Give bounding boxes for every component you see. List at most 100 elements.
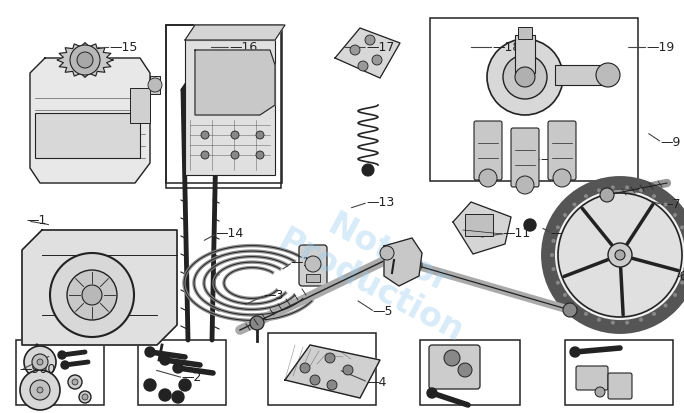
Bar xyxy=(465,214,493,236)
FancyBboxPatch shape xyxy=(576,366,608,390)
Circle shape xyxy=(503,55,547,99)
Bar xyxy=(130,88,150,123)
Circle shape xyxy=(201,131,209,139)
Circle shape xyxy=(256,131,264,139)
Bar xyxy=(518,27,532,39)
Bar xyxy=(138,340,226,405)
Circle shape xyxy=(600,188,614,202)
Circle shape xyxy=(70,45,100,75)
Circle shape xyxy=(573,202,577,206)
Circle shape xyxy=(573,304,577,308)
Circle shape xyxy=(37,387,43,393)
Text: —4: —4 xyxy=(366,375,386,389)
Circle shape xyxy=(680,281,684,285)
FancyBboxPatch shape xyxy=(299,245,327,286)
Text: —1: —1 xyxy=(26,214,47,228)
Circle shape xyxy=(524,219,536,231)
Text: —11: —11 xyxy=(503,227,531,240)
Polygon shape xyxy=(453,202,511,254)
Circle shape xyxy=(584,194,588,198)
Text: —12: —12 xyxy=(291,256,319,269)
Text: —6: —6 xyxy=(667,270,684,283)
Circle shape xyxy=(558,193,682,317)
FancyBboxPatch shape xyxy=(548,121,576,180)
Bar xyxy=(515,35,535,73)
Circle shape xyxy=(72,379,78,385)
Polygon shape xyxy=(195,50,275,115)
Circle shape xyxy=(673,293,677,297)
Circle shape xyxy=(639,318,643,322)
Circle shape xyxy=(24,346,56,378)
Text: —14: —14 xyxy=(215,227,244,240)
Circle shape xyxy=(584,312,588,316)
FancyBboxPatch shape xyxy=(511,128,539,187)
Circle shape xyxy=(231,131,239,139)
Circle shape xyxy=(256,151,264,159)
Circle shape xyxy=(479,169,497,187)
Circle shape xyxy=(663,304,668,308)
Circle shape xyxy=(487,39,563,115)
Circle shape xyxy=(325,353,335,363)
Text: —7: —7 xyxy=(660,198,681,211)
Circle shape xyxy=(380,246,394,260)
Polygon shape xyxy=(185,25,285,40)
Circle shape xyxy=(556,281,560,285)
Text: —5: —5 xyxy=(373,305,393,318)
Text: —15: —15 xyxy=(109,41,137,54)
Circle shape xyxy=(305,256,321,272)
Circle shape xyxy=(663,202,668,206)
Bar xyxy=(420,340,520,405)
Bar xyxy=(565,340,673,405)
Circle shape xyxy=(148,78,162,92)
Bar xyxy=(35,113,140,158)
Bar xyxy=(16,340,104,405)
Bar xyxy=(430,18,638,181)
Bar xyxy=(166,25,282,183)
Circle shape xyxy=(611,320,615,325)
Circle shape xyxy=(67,270,117,320)
Polygon shape xyxy=(384,238,422,286)
Circle shape xyxy=(570,347,580,357)
Text: —3: —3 xyxy=(263,289,284,302)
Circle shape xyxy=(30,380,50,400)
Circle shape xyxy=(652,312,656,316)
Circle shape xyxy=(639,188,643,192)
Text: —19: —19 xyxy=(646,41,674,54)
Bar xyxy=(166,25,281,188)
Circle shape xyxy=(68,375,82,389)
Circle shape xyxy=(32,354,48,370)
Circle shape xyxy=(680,225,684,229)
Circle shape xyxy=(625,320,629,325)
Circle shape xyxy=(82,285,102,305)
Bar xyxy=(185,40,275,175)
FancyBboxPatch shape xyxy=(474,121,502,180)
Circle shape xyxy=(408,258,422,272)
Text: —9: —9 xyxy=(660,136,681,149)
Circle shape xyxy=(172,391,184,403)
Circle shape xyxy=(61,361,69,369)
Text: —8: —8 xyxy=(551,227,571,240)
Circle shape xyxy=(358,61,368,71)
Circle shape xyxy=(310,375,320,385)
Circle shape xyxy=(563,303,577,317)
Circle shape xyxy=(556,225,560,229)
Circle shape xyxy=(250,316,264,330)
Circle shape xyxy=(553,169,571,187)
Circle shape xyxy=(372,55,382,65)
Circle shape xyxy=(551,239,555,243)
Circle shape xyxy=(58,351,66,359)
Text: —17: —17 xyxy=(366,41,394,54)
Text: —10: —10 xyxy=(540,152,568,166)
Circle shape xyxy=(144,379,156,391)
Circle shape xyxy=(608,243,632,267)
Circle shape xyxy=(350,45,360,55)
Circle shape xyxy=(20,370,60,410)
Circle shape xyxy=(160,355,170,365)
FancyBboxPatch shape xyxy=(429,345,480,389)
Circle shape xyxy=(597,188,601,192)
Circle shape xyxy=(515,67,535,87)
Circle shape xyxy=(427,388,437,398)
Polygon shape xyxy=(335,28,400,78)
Circle shape xyxy=(300,363,310,373)
Circle shape xyxy=(327,380,337,390)
